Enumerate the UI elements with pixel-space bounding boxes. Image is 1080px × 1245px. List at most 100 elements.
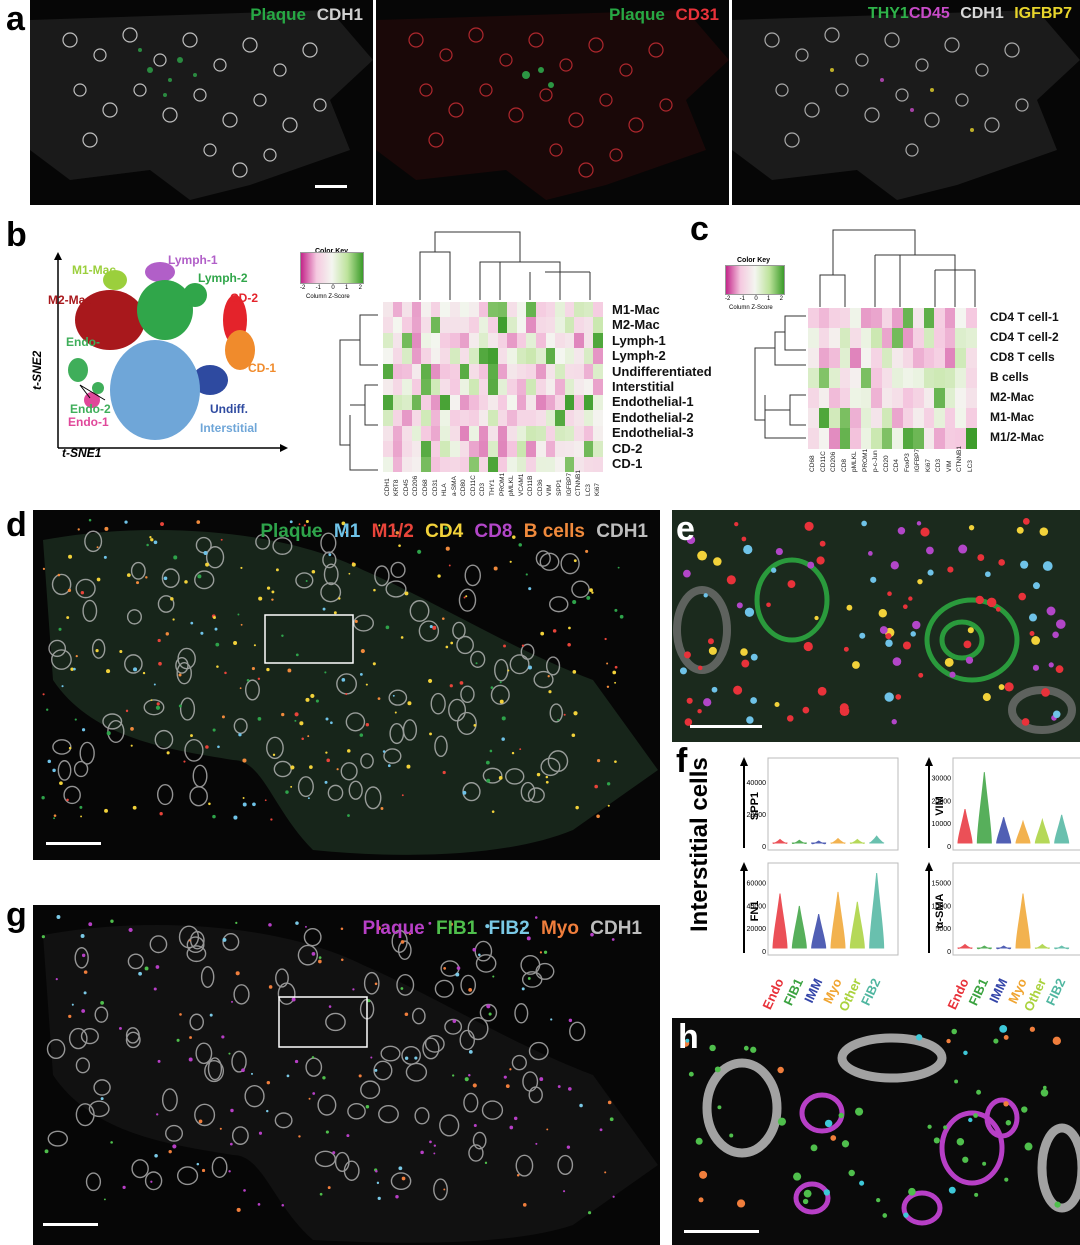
cell-dot: [948, 1186, 956, 1194]
heatmap-cell: [902, 368, 914, 389]
cell-dot: [103, 1198, 106, 1201]
violin-tick: 15000: [932, 880, 952, 887]
cell-dot: [891, 719, 897, 725]
cell-dot: [341, 678, 346, 682]
heatmap-cell: [421, 317, 432, 334]
heatmap-cell: [507, 317, 518, 334]
heatmap-col-label: CTNNB1: [575, 469, 583, 496]
heatmap-col-label: PROM1: [861, 448, 869, 472]
tubule: [557, 1154, 574, 1175]
violin-tick: 40000: [747, 903, 767, 910]
cell-dot: [328, 1005, 332, 1008]
cell-dot: [270, 818, 273, 821]
heatmap-cell: [545, 348, 556, 365]
cell-dot: [322, 607, 326, 611]
cell-dot: [910, 631, 916, 637]
cell-dot: [166, 751, 170, 755]
tubule: [75, 1103, 95, 1127]
heatmap-cell: [555, 332, 566, 349]
cell-dot: [287, 668, 292, 673]
tubule: [125, 1027, 140, 1044]
tubule: [434, 735, 448, 758]
cell-dot: [917, 578, 923, 585]
heatmap-cell: [913, 368, 924, 389]
cell-dot: [400, 987, 404, 990]
heatmap-cell: [469, 348, 480, 365]
tsne-plot: M1-Mac Lymph-1 Lymph-2 M2-Mac CD-2 Endo-…: [30, 250, 290, 460]
cell-dot: [462, 790, 467, 795]
heatmap-cell: [881, 408, 893, 429]
cell-dot: [429, 1140, 432, 1144]
heatmap-cell: [881, 388, 893, 409]
tubule: [459, 1029, 476, 1051]
heatmap-cell: [555, 363, 566, 380]
heatmap-cell: [430, 302, 441, 318]
cell-dot: [774, 701, 780, 708]
heatmap-cell: [583, 394, 594, 411]
cell-dot: [428, 921, 432, 925]
heatmap-cell: [440, 456, 451, 473]
heatmap-cell: [902, 328, 914, 349]
cell-dot: [80, 815, 82, 818]
cell-dot: [1053, 710, 1061, 719]
cell-dot: [336, 768, 339, 771]
cell-dot: [545, 780, 549, 784]
tsne-label-interstitial: Interstitial: [200, 421, 258, 435]
cell-dot: [968, 1117, 973, 1123]
heatmap-cell: [507, 379, 518, 396]
cell-dot: [404, 1012, 409, 1017]
violin-group-label: FIB2: [858, 976, 884, 1008]
heatmap-cell: [944, 368, 956, 389]
cell-dot: [545, 775, 549, 779]
heatmap-cell: [574, 363, 585, 380]
cell-dot: [398, 1166, 403, 1171]
heatmap-row-label: Endothelial-2: [612, 409, 694, 425]
heatmap-cell: [449, 456, 461, 473]
color-key-caption: Column Z-Score: [306, 294, 350, 300]
cell-dot: [308, 1097, 311, 1100]
violin-tick: 0: [947, 844, 951, 851]
heatmap-cell: [829, 388, 840, 409]
cell-dot: [212, 814, 216, 819]
cell-dot: [859, 632, 866, 639]
heatmap-cell: [892, 428, 903, 449]
title-cd31: CD31: [675, 5, 719, 24]
heatmap-cell: [850, 328, 861, 349]
tubule: [192, 764, 208, 788]
cell-dot: [197, 574, 202, 579]
tubule: [57, 760, 72, 781]
legend-cd8: CD8: [474, 521, 513, 542]
cell-dot: [156, 1113, 159, 1116]
heatmap-cell: [402, 410, 413, 427]
panel-letter-d: d: [6, 506, 27, 544]
heatmap-cell: [536, 317, 547, 334]
cell-dot: [528, 587, 532, 591]
heatmap-cell: [459, 302, 470, 318]
heatmap-cell: [923, 388, 935, 409]
heatmap-cell: [497, 363, 508, 380]
cell-dot: [486, 778, 491, 783]
cell-dot: [386, 925, 389, 928]
heatmap-cell: [881, 328, 893, 349]
cell-dot: [870, 576, 877, 583]
cell-dot: [445, 645, 449, 649]
color-key-title: Color Key: [737, 257, 771, 264]
cell-dot: [890, 561, 899, 570]
tubule: [414, 1107, 430, 1125]
cell-dot: [1018, 592, 1027, 601]
tubule: [520, 781, 536, 802]
cell-dot: [42, 693, 45, 696]
tubule: [340, 762, 358, 781]
cell-dot: [68, 554, 73, 559]
cell-dot: [124, 520, 128, 524]
heatmap-cell: [902, 308, 914, 329]
heatmap-col-label: CD36: [536, 479, 544, 496]
cell-dot: [307, 797, 310, 800]
title-cdh1: CDH1: [316, 5, 363, 24]
cell-dot: [354, 619, 358, 623]
cell-dot: [392, 528, 396, 532]
cell-dot: [66, 798, 69, 802]
cell-dot: [975, 595, 984, 605]
heatmap-cell: [850, 348, 861, 369]
cell-dot: [110, 1141, 113, 1144]
